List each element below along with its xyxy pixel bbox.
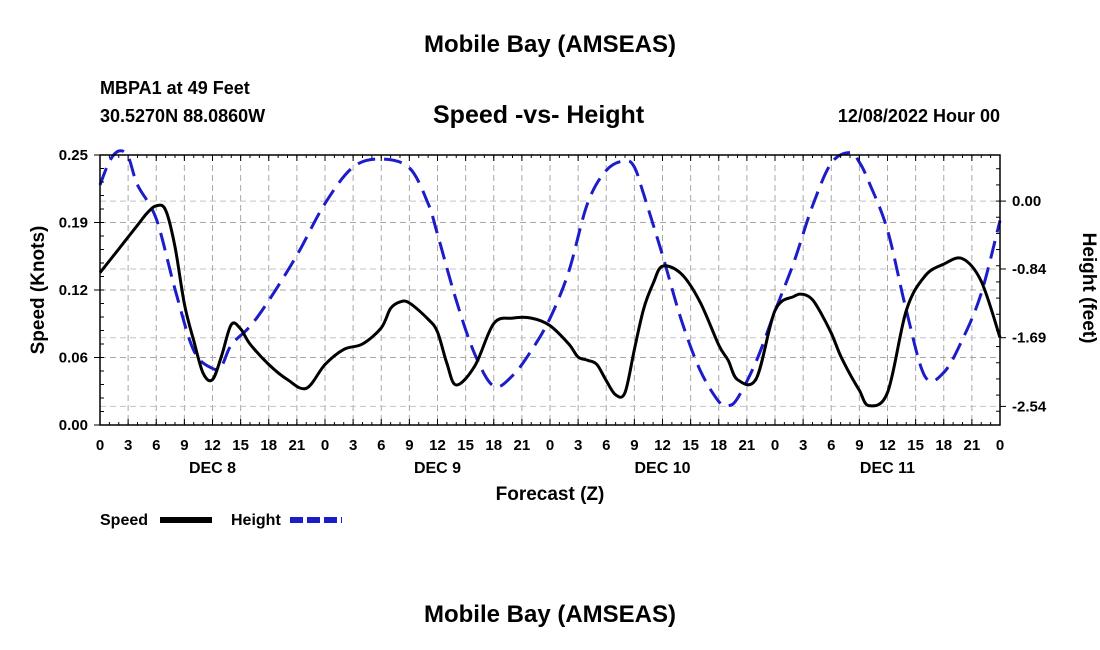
y-tick-label-left: 0.00 [59, 417, 88, 434]
day-label: DEC 9 [414, 460, 461, 477]
legend-label-speed: Speed [100, 512, 148, 529]
x-tick-label: 12 [429, 437, 446, 454]
speed-series-line [98, 203, 1002, 408]
chart-title: Speed -vs- Height [433, 101, 645, 129]
y-tick-label-left: 0.12 [59, 282, 88, 299]
x-tick-label: 6 [602, 437, 610, 454]
forecast-date: 12/08/2022 Hour 00 [837, 106, 1000, 126]
x-tick-label: 0 [996, 437, 1004, 454]
y-tick-label-right: -1.69 [1012, 330, 1046, 347]
y-tick-label-left: 0.06 [59, 350, 88, 367]
series-lines [98, 149, 1002, 408]
x-tick-label: 6 [377, 437, 385, 454]
x-tick-label: 15 [907, 437, 924, 454]
x-tick-label: 9 [405, 437, 413, 454]
x-tick-label: 9 [630, 437, 638, 454]
x-tick-label: 21 [964, 437, 981, 454]
x-tick-label: 15 [682, 437, 699, 454]
x-tick-label: 3 [574, 437, 582, 454]
y-axis-label-right: Height (feet) [1078, 233, 1099, 344]
x-tick-label: 12 [654, 437, 671, 454]
page-title: Mobile Bay (AMSEAS) [423, 31, 677, 58]
day-label: DEC 8 [189, 460, 236, 477]
x-tick-label: 15 [232, 437, 249, 454]
day-label: DEC 11 [860, 460, 915, 477]
x-tick-label: 6 [827, 437, 835, 454]
x-tick-label: 6 [152, 437, 160, 454]
x-axis-label: Forecast (Z) [496, 484, 605, 505]
x-tick-label: 3 [124, 437, 132, 454]
station-label: MBPA1 at 49 Feet [100, 78, 250, 98]
axes: 0 3 6 9 12 15 18 21 0 3 6 9 12 15 18 21 0 3 6 9 12 15 18 21 0 3 6 9… [59, 147, 1047, 477]
x-tick-label: 0 [546, 437, 554, 454]
y-tick-label-right: 0.00 [1012, 193, 1041, 210]
x-tick-label: 9 [855, 437, 863, 454]
footer-title: Mobile Bay (AMSEAS) [423, 601, 677, 628]
grid-lines [100, 155, 1000, 425]
x-tick-label: 9 [180, 437, 188, 454]
x-tick-label: 21 [514, 437, 531, 454]
y-tick-label-right: -0.84 [1012, 261, 1047, 278]
x-tick-label: 12 [204, 437, 221, 454]
x-tick-label: 3 [799, 437, 807, 454]
x-tick-label: 18 [485, 437, 502, 454]
x-tick-label: 12 [879, 437, 896, 454]
x-tick-label: 15 [457, 437, 474, 454]
y-tick-label-left: 0.25 [59, 147, 88, 164]
day-label: DEC 10 [634, 460, 690, 477]
x-tick-label: 0 [771, 437, 779, 454]
x-tick-label: 3 [349, 437, 357, 454]
x-tick-label: 0 [321, 437, 329, 454]
y-tick-label-left: 0.19 [59, 215, 88, 232]
x-tick-label: 18 [935, 437, 952, 454]
x-tick-label: 18 [710, 437, 727, 454]
x-tick-label: 21 [289, 437, 306, 454]
x-tick-label: 0 [96, 437, 104, 454]
x-tick-label: 18 [260, 437, 277, 454]
legend: Speed Height [100, 512, 342, 529]
y-axis-label-left: Speed (Knots) [28, 226, 49, 355]
x-tick-label: 21 [739, 437, 756, 454]
y-tick-label-right: -2.54 [1012, 398, 1047, 415]
station-coords: 30.5270N 88.0860W [100, 106, 266, 126]
height-series-line [98, 149, 1002, 408]
legend-label-height: Height [231, 512, 281, 529]
